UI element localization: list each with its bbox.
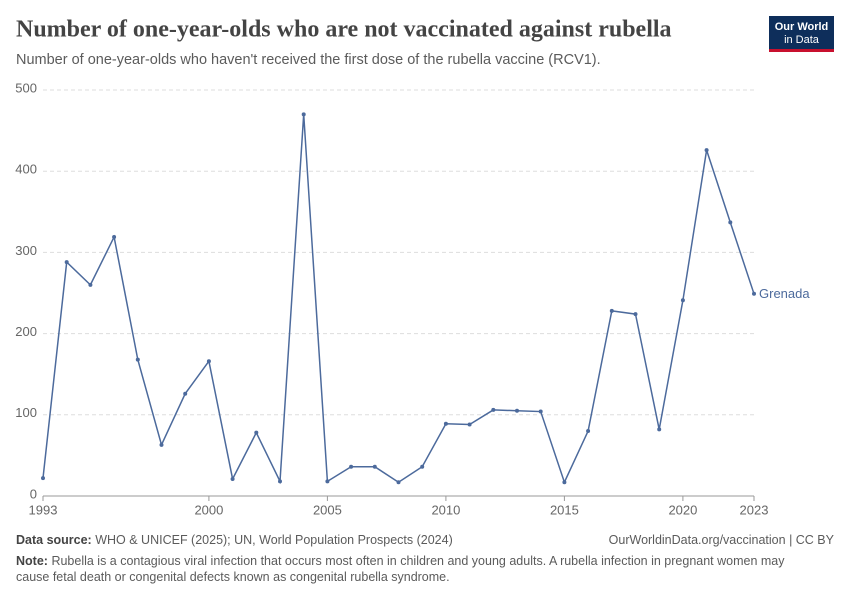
data-point bbox=[278, 479, 282, 484]
data-point bbox=[349, 464, 354, 469]
y-tick-label: 500 bbox=[15, 80, 37, 95]
data-point bbox=[159, 442, 164, 447]
data-point bbox=[230, 476, 235, 481]
note-label: Note: bbox=[16, 554, 48, 568]
data-point bbox=[491, 407, 496, 412]
data-point bbox=[135, 357, 140, 362]
x-tick-label: 2020 bbox=[668, 502, 697, 517]
note-text: Rubella is a contagious viral infection … bbox=[16, 554, 785, 584]
data-point bbox=[515, 408, 519, 413]
data-point bbox=[301, 112, 306, 117]
data-point bbox=[64, 260, 69, 265]
data-point bbox=[88, 282, 93, 287]
y-tick-label: 100 bbox=[15, 405, 37, 420]
url: OurWorldinData.org/vaccination | CC BY bbox=[608, 533, 834, 547]
x-tick-label: 1993 bbox=[29, 502, 58, 517]
data-point bbox=[183, 391, 188, 396]
y-tick-label: 300 bbox=[15, 243, 37, 258]
data-point bbox=[680, 298, 685, 303]
data-point bbox=[372, 464, 377, 469]
x-tick-label: 2000 bbox=[194, 502, 223, 517]
data-point bbox=[396, 480, 401, 485]
y-tick-label: 400 bbox=[15, 162, 37, 177]
data-point bbox=[657, 427, 662, 432]
chart-subtitle: Number of one-year-olds who haven't rece… bbox=[16, 52, 601, 68]
data-point bbox=[609, 308, 614, 313]
data-point bbox=[728, 220, 733, 225]
series-label: Grenada bbox=[759, 286, 810, 301]
note: Note: Rubella is a contagious viral infe… bbox=[16, 553, 816, 585]
data-point bbox=[704, 148, 709, 153]
y-tick-label: 0 bbox=[30, 486, 37, 501]
source-text: WHO & UNICEF (2025); UN, World Populatio… bbox=[95, 533, 453, 547]
data-point bbox=[420, 464, 425, 469]
data-point bbox=[586, 429, 591, 434]
data-point bbox=[633, 312, 638, 317]
chart-title: Number of one-year-olds who are not vacc… bbox=[16, 17, 672, 43]
source-label: Data source: bbox=[16, 533, 92, 547]
data-point bbox=[443, 421, 448, 426]
data-point bbox=[752, 291, 756, 296]
data-point bbox=[562, 480, 567, 485]
series-line bbox=[42, 114, 755, 485]
y-tick-label: 200 bbox=[15, 324, 37, 339]
x-tick-label: 2015 bbox=[550, 502, 579, 517]
data-point bbox=[206, 359, 211, 364]
data-point bbox=[112, 234, 117, 239]
data-point bbox=[41, 476, 45, 481]
data-point bbox=[325, 479, 330, 484]
source: Data source: WHO & UNICEF (2025); UN, Wo… bbox=[16, 532, 453, 548]
logo-text: Our World bbox=[775, 21, 829, 33]
logo-box bbox=[769, 16, 834, 52]
logo-text: in Data bbox=[784, 34, 820, 46]
x-tick-label: 2005 bbox=[313, 502, 342, 517]
x-tick-label: 2010 bbox=[431, 502, 460, 517]
data-point bbox=[467, 422, 472, 427]
data-point bbox=[538, 409, 543, 414]
logo-bar bbox=[769, 49, 834, 52]
x-tick-label: 2023 bbox=[740, 502, 769, 517]
data-point bbox=[254, 430, 259, 435]
